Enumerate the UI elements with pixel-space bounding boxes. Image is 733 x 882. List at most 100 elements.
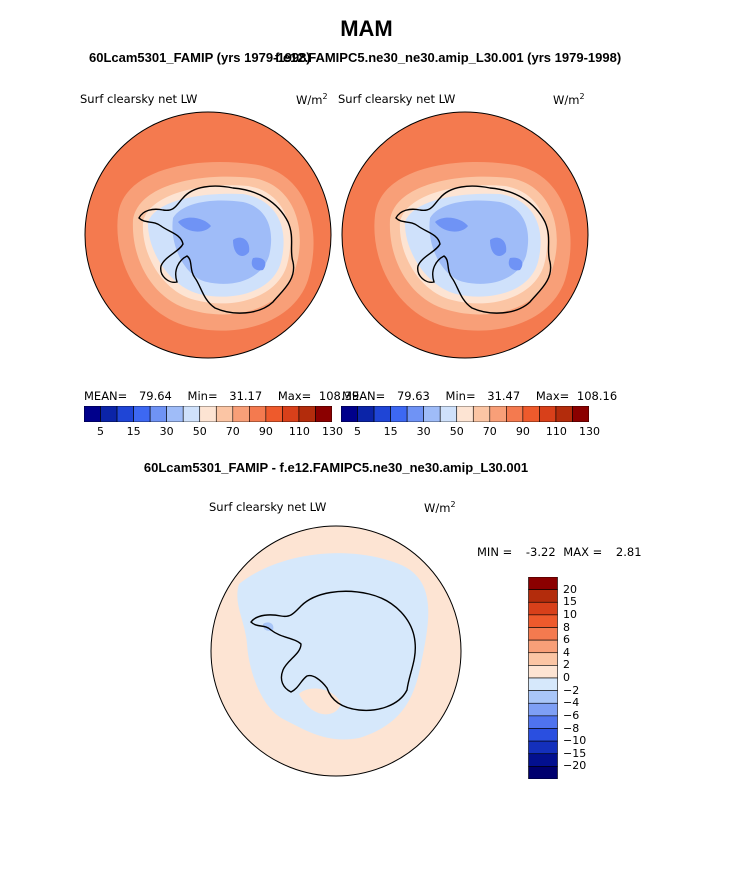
diff-max-label: MAX = [563, 545, 603, 559]
left-colorbar-tick-label: 70 [225, 425, 240, 438]
right-colorbar-swatch [390, 406, 408, 422]
left-colorbar-swatch [315, 406, 332, 422]
left-colorbar-tick-label: 110 [288, 425, 310, 438]
diff-colorbar-level-label: 8 [563, 620, 570, 634]
diff-colorbar-level-label: 6 [563, 633, 570, 647]
right-colorbar-swatch [373, 406, 391, 422]
right-units-sup: 2 [579, 92, 585, 101]
left-min-value: 31.17 [229, 389, 263, 403]
right-units-text: W/m [553, 92, 580, 107]
diff-colorbar-level-label: −2 [563, 683, 580, 697]
left-colorbar-swatch [249, 406, 267, 422]
right-mean-label: MEAN= [342, 389, 386, 403]
diff-colorbar-level-label: −10 [563, 734, 587, 748]
right-max-value: 108.16 [576, 389, 618, 403]
right-max-label: Max= [535, 389, 570, 403]
left-min-label: Min= [187, 389, 218, 403]
left-polar-map [84, 111, 332, 359]
right-colorbar-swatch [539, 406, 557, 422]
diff-colorbar-level-label: −20 [563, 759, 587, 773]
left-colorbar [84, 406, 332, 422]
left-units-text: W/m [296, 92, 323, 107]
left-colorbar-swatch [149, 406, 167, 422]
diff-max-value: 2.81 [615, 545, 642, 559]
diff-units-text: W/m [424, 500, 451, 515]
diff-colorbar-swatch [528, 652, 558, 666]
left-units-sup: 2 [322, 92, 328, 101]
left-colorbar-tick-label: 90 [258, 425, 273, 438]
diff-colorbar-swatch [528, 639, 558, 654]
right-coastline [395, 185, 552, 314]
right-colorbar-swatch [472, 406, 491, 422]
left-colorbar-swatch [215, 406, 234, 422]
left-colorbar-tick-label: 30 [159, 425, 174, 438]
left-colorbar-swatch [182, 406, 201, 422]
right-stats-line: MEAN= 79.63 Min= 31.47 Max= 108.16 [342, 389, 617, 403]
right-colorbar-tick-label: 70 [482, 425, 497, 438]
left-max-label: Max= [277, 389, 312, 403]
right-units-label: W/m2 [553, 92, 585, 107]
diff-colorbar-swatch [528, 740, 558, 755]
diff-colorbar-swatch [528, 766, 558, 779]
diff-negative-region [237, 553, 429, 740]
diff-colorbar-level-label: 2 [563, 658, 570, 672]
left-colorbar-swatch [116, 406, 134, 422]
left-case-title: 60Lcam5301_FAMIP (yrs 1979-1998) [89, 50, 311, 65]
left-colorbar-swatch [265, 406, 283, 422]
left-colorbar-swatch [298, 406, 316, 422]
diff-colorbar-swatch [528, 753, 558, 767]
right-colorbar [341, 406, 589, 422]
right-mean-value: 79.63 [396, 389, 430, 403]
left-colorbar-swatch [166, 406, 184, 422]
right-colorbar-tick-label: 15 [383, 425, 398, 438]
right-colorbar-tick-label: 130 [579, 425, 600, 438]
left-units-label: W/m2 [296, 92, 328, 107]
left-colorbar-tick-label: 130 [322, 425, 343, 438]
diff-minmax-line: MIN = -3.22 MAX = 2.81 [477, 545, 642, 559]
right-colorbar-swatch [489, 406, 507, 422]
diff-colorbar-level-label: −6 [563, 708, 580, 722]
diff-colorbar-swatch [528, 690, 558, 704]
diff-colorbar-swatch [528, 627, 558, 641]
left-colorbar-swatch [133, 406, 151, 422]
right-colorbar-tick-label: 5 [354, 425, 362, 438]
left-mean-value: 79.64 [138, 389, 172, 403]
left-colorbar-tick-label: 15 [126, 425, 141, 438]
left-stats-line: MEAN= 79.64 Min= 31.17 Max= 108.39 [84, 389, 359, 403]
right-colorbar-swatch [522, 406, 540, 422]
left-variable-label: Surf clearsky net LW [80, 92, 198, 106]
diff-variable-label: Surf clearsky net LW [209, 500, 327, 514]
right-colorbar-swatch [555, 406, 573, 422]
left-colorbar-swatch [232, 406, 250, 422]
diff-colorbar-swatch [528, 702, 558, 717]
diff-coastline [250, 590, 417, 712]
right-min-value: 31.47 [487, 389, 521, 403]
diff-colorbar-swatch [528, 728, 558, 742]
figure-title: MAM [340, 16, 393, 41]
diff-units-sup: 2 [450, 500, 456, 509]
diff-colorbar-ticks: 20 15 10 8 6 4 2 0 −2 −4 −6 −8 −10 −15 −20 [563, 577, 623, 779]
right-colorbar-swatch [341, 406, 358, 422]
diff-units-label: W/m2 [424, 500, 456, 515]
diff-colorbar-level-label: 10 [563, 607, 577, 621]
diff-colorbar-swatch [528, 665, 558, 679]
right-colorbar-ticks: 5 15 30 50 70 90 110 130 [341, 425, 600, 439]
diff-min-value: -3.22 [525, 545, 556, 559]
right-colorbar-swatch [406, 406, 424, 422]
right-colorbar-tick-label: 110 [545, 425, 567, 438]
left-coastline [138, 185, 295, 314]
right-case-title: f.e12.FAMIPC5.ne30_ne30.amip_L30.001 (yr… [275, 50, 622, 65]
diff-colorbar-swatch [528, 589, 558, 603]
diff-colorbar-level-label: −4 [563, 696, 580, 710]
left-colorbar-ticks: 5 15 30 50 70 90 110 130 [84, 425, 343, 439]
diff-colorbar-swatch [528, 577, 558, 590]
left-colorbar-tick-label: 5 [97, 425, 105, 438]
right-min-label: Min= [445, 389, 476, 403]
right-colorbar-tick-label: 30 [416, 425, 431, 438]
diff-colorbar-level-label: 0 [563, 671, 570, 684]
diff-colorbar-level-label: 20 [563, 582, 577, 596]
left-colorbar-swatch [199, 406, 217, 422]
diff-polar-map [210, 525, 462, 777]
diff-colorbar-swatch [528, 715, 558, 729]
right-colorbar-swatch [572, 406, 589, 422]
